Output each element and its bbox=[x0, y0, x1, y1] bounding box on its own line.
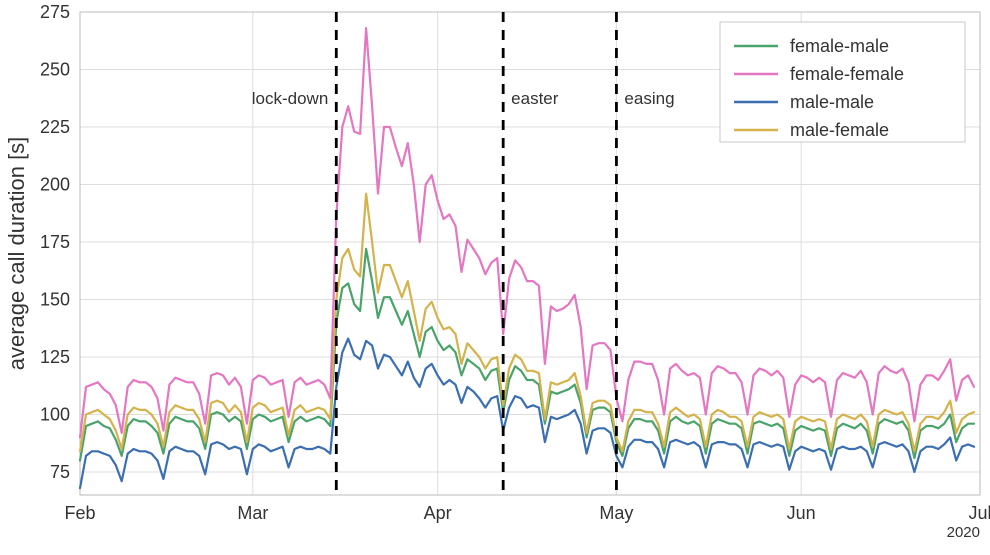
x-tick-label: Feb bbox=[64, 503, 95, 523]
y-tick-label: 100 bbox=[40, 405, 70, 425]
x-tick-label: Jun bbox=[787, 503, 816, 523]
x-tick-label: Apr bbox=[424, 503, 452, 523]
x-tick-label: Jul bbox=[968, 503, 990, 523]
y-tick-label: 125 bbox=[40, 347, 70, 367]
y-tick-label: 175 bbox=[40, 232, 70, 252]
y-tick-label: 225 bbox=[40, 117, 70, 137]
legend-label-female-female: female-female bbox=[790, 64, 904, 84]
x-tick-label: May bbox=[599, 503, 633, 523]
event-label-easing: easing bbox=[624, 89, 674, 108]
y-tick-label: 200 bbox=[40, 175, 70, 195]
x-sub-label: 2020 bbox=[947, 524, 980, 541]
event-label-easter: easter bbox=[511, 89, 559, 108]
call-duration-chart: 75 100 125 150 175 200 225 250 275 Feb Mar Apr May Ju… bbox=[0, 0, 990, 555]
y-tick-label: 275 bbox=[40, 2, 70, 22]
legend-label-female-male: female-male bbox=[790, 36, 889, 56]
legend-label-male-female: male-female bbox=[790, 120, 889, 140]
x-tick-label: Mar bbox=[237, 503, 268, 523]
legend-label-male-male: male-male bbox=[790, 92, 874, 112]
chart-svg: 75 100 125 150 175 200 225 250 275 Feb Mar Apr May Ju… bbox=[0, 0, 990, 555]
y-tick-label: 250 bbox=[40, 60, 70, 80]
event-label-lock-down: lock-down bbox=[252, 89, 329, 108]
y-tick-label: 150 bbox=[40, 290, 70, 310]
y-tick-label: 75 bbox=[50, 462, 70, 482]
y-axis-label: average call duration [s] bbox=[4, 137, 29, 371]
